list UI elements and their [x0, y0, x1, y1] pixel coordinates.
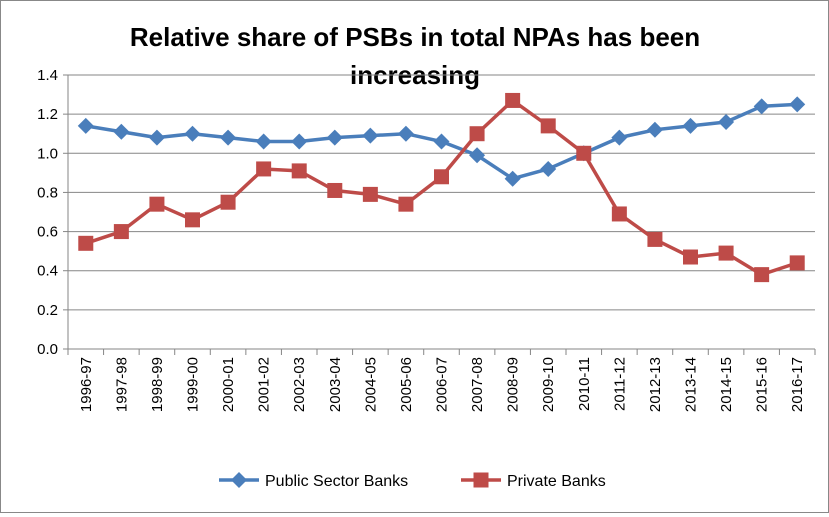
legend-label: Private Banks — [507, 473, 606, 490]
data-point-diamond — [184, 125, 201, 142]
data-point-square — [789, 255, 805, 271]
data-point-diamond — [148, 129, 165, 146]
x-tick-label: 2011-12 — [611, 357, 628, 411]
chart-title-line-1: Relative share of PSBs in total NPAs has… — [130, 22, 700, 52]
data-point-diamond — [753, 98, 770, 115]
x-tick-label: 2006-07 — [434, 357, 451, 412]
data-point-diamond — [326, 129, 343, 146]
data-point-diamond — [113, 123, 130, 140]
data-point-square — [327, 182, 343, 198]
data-point-square — [220, 194, 236, 210]
x-tick-label: 2016-17 — [789, 357, 806, 412]
legend-label: Public Sector Banks — [265, 473, 408, 490]
y-tick-label: 0.2 — [37, 302, 58, 319]
x-tick-label: 2009-10 — [540, 357, 557, 412]
x-tick-label: 2013-14 — [683, 357, 700, 412]
data-point-diamond — [362, 127, 379, 144]
y-tick-label: 1.0 — [37, 145, 58, 162]
x-tick-label: 1999-00 — [185, 357, 202, 412]
x-tick-label: 2010-11 — [576, 357, 593, 411]
data-point-square — [611, 206, 627, 222]
y-tick-label: 1.2 — [37, 106, 58, 123]
y-tick-label: 0.8 — [37, 184, 58, 201]
legend-diamond-marker — [231, 472, 247, 488]
x-tick-label: 1997-98 — [113, 357, 130, 412]
data-point-square — [576, 145, 592, 161]
data-point-diamond — [646, 121, 663, 138]
data-point-diamond — [77, 117, 94, 134]
data-point-diamond — [469, 147, 486, 164]
data-point-square — [434, 169, 449, 185]
x-tick-label: 2001-02 — [256, 357, 273, 412]
data-point-square — [398, 196, 414, 212]
data-point-diamond — [220, 129, 237, 146]
data-point-diamond — [718, 113, 735, 130]
x-tick-label: 2002-03 — [291, 357, 308, 412]
data-point-diamond — [397, 125, 414, 142]
y-tick-label: 0.0 — [37, 341, 58, 358]
x-tick-label: 2012-13 — [647, 357, 664, 412]
y-tick-label: 0.6 — [37, 224, 58, 241]
data-point-diamond — [540, 160, 557, 177]
x-tick-label: 2000-01 — [220, 357, 237, 412]
data-point-square — [78, 235, 94, 251]
data-point-square — [469, 126, 485, 142]
x-tick-label: 2004-05 — [362, 357, 379, 412]
data-point-square — [256, 161, 272, 177]
x-tick-label: 1998-99 — [149, 357, 166, 412]
data-point-square — [113, 224, 129, 240]
legend-square-marker — [473, 472, 489, 488]
data-point-square — [683, 249, 698, 265]
data-point-square — [540, 118, 556, 134]
data-point-diamond — [789, 96, 806, 113]
data-point-diamond — [682, 117, 699, 134]
data-point-square — [718, 245, 734, 261]
y-tick-label: 0.4 — [37, 263, 58, 280]
data-point-diamond — [291, 133, 308, 150]
data-point-diamond — [255, 133, 272, 150]
x-tick-label: 2014-15 — [718, 357, 735, 412]
data-point-diamond — [504, 170, 521, 187]
x-tick-label: 2007-08 — [469, 357, 486, 412]
data-point-square — [362, 186, 378, 202]
data-point-diamond — [611, 129, 628, 146]
data-point-square — [754, 267, 770, 283]
y-tick-label: 1.4 — [37, 67, 58, 84]
data-point-square — [149, 196, 165, 212]
x-tick-label: 1996-97 — [78, 357, 95, 412]
x-tick-label: 2003-04 — [327, 357, 344, 412]
data-point-square — [647, 231, 663, 247]
data-point-square — [291, 163, 307, 179]
data-point-square — [505, 92, 521, 108]
x-tick-label: 2015-16 — [754, 357, 771, 412]
data-point-square — [185, 212, 200, 228]
x-tick-label: 2005-06 — [398, 357, 415, 412]
data-point-diamond — [433, 133, 450, 150]
x-tick-label: 2008-09 — [505, 357, 522, 412]
